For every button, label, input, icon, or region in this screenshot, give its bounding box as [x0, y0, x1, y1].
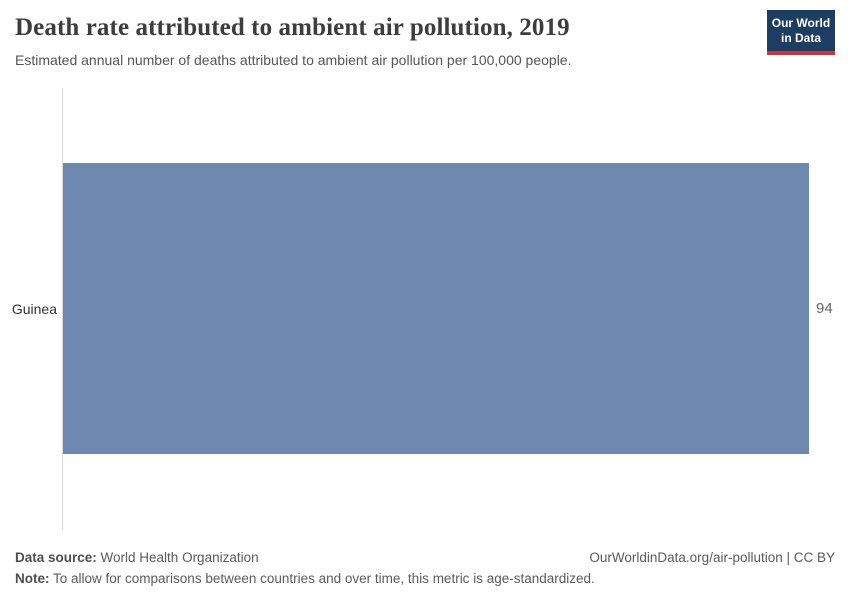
chart-header: Death rate attributed to ambient air pol…	[0, 0, 850, 80]
chart-subtitle: Estimated annual number of deaths attrib…	[15, 52, 572, 68]
chart-footer: Data source: World Health Organization O…	[0, 542, 850, 600]
data-source-label: Data source:	[15, 550, 97, 565]
zero-axis-line	[62, 88, 63, 530]
bar[interactable]	[63, 163, 809, 454]
footer-note-row: Note: To allow for comparisons between c…	[15, 571, 835, 586]
footer-source-row: Data source: World Health Organization O…	[15, 550, 835, 565]
plot-area: Guinea 94	[0, 88, 850, 530]
category-label-guinea: Guinea	[11, 301, 57, 317]
note-value: To allow for comparisons between countri…	[49, 571, 595, 586]
page-title: Death rate attributed to ambient air pol…	[15, 14, 570, 41]
bar-value-label: 94	[816, 300, 833, 317]
license-text[interactable]: OurWorldinData.org/air-pollution | CC BY	[589, 550, 835, 565]
owid-logo-text: Our World in Data	[771, 16, 831, 45]
bar-row: 94	[63, 163, 850, 454]
owid-logo: Our World in Data	[767, 10, 835, 55]
note-label: Note:	[15, 571, 50, 586]
data-source-value: World Health Organization	[96, 550, 259, 565]
data-source-text: Data source: World Health Organization	[15, 550, 259, 565]
